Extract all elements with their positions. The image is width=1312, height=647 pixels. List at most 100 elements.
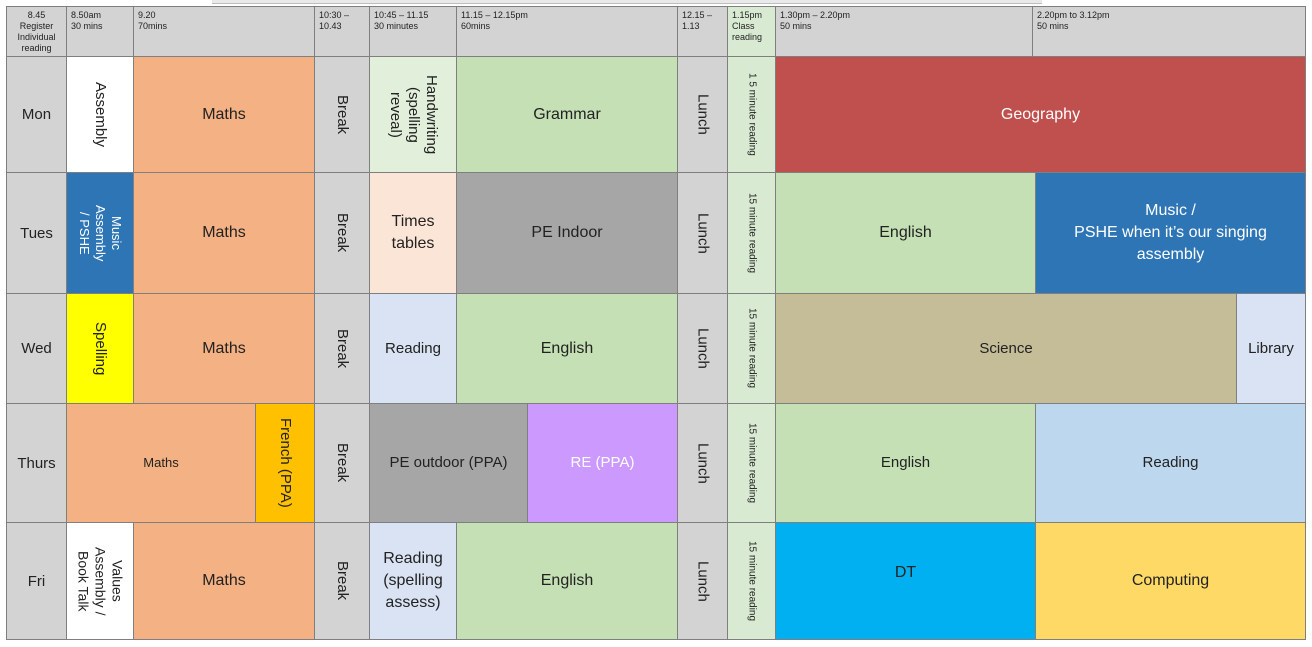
thurs-maths-label: Maths — [143, 455, 179, 470]
mon-maths: Maths — [133, 56, 315, 173]
tues-break: Break — [314, 172, 370, 294]
tues-break-label: Break — [334, 213, 351, 253]
wed-english-label: English — [540, 339, 594, 357]
tues-lunch: Lunch — [677, 172, 728, 294]
thurs-class-reading-label: 15 minute reading — [746, 422, 758, 504]
wed-science-label: Science — [979, 339, 1033, 357]
wed-lunch-label: Lunch — [694, 328, 712, 369]
header-115-text: 1.15pm Class reading — [732, 10, 763, 42]
mon-lunch: Lunch — [677, 56, 728, 173]
day-fri: Fri — [6, 522, 67, 640]
fri-english-label: English — [540, 572, 594, 589]
wed-class-reading-label: 15 minute reading — [746, 308, 758, 389]
header-1030-text: 10:30 – 10.43 — [319, 10, 350, 31]
fri-class-reading-label: 15 minute reading — [746, 540, 758, 622]
mon-grammar: Grammar — [456, 56, 678, 173]
header-130: 1.30pm – 2.20pm 50 mins — [775, 6, 1033, 57]
thurs-french-label: French (PPA) — [277, 418, 294, 508]
thurs-english: English — [775, 403, 1036, 523]
mon-lunch-label: Lunch — [694, 94, 712, 135]
mon-break-label: Break — [334, 94, 351, 135]
header-1045-text: 10:45 – 11.15 30 minutes — [374, 10, 429, 31]
day-mon: Mon — [6, 56, 67, 173]
header-130-text: 1.30pm – 2.20pm 50 mins — [780, 10, 851, 31]
wed-reading-label: Reading — [385, 339, 441, 357]
wed-spelling: Spelling — [66, 293, 134, 404]
header-1030: 10:30 – 10.43 — [314, 6, 370, 57]
tues-lunch-label: Lunch — [694, 212, 712, 254]
fri-break-label: Break — [334, 561, 351, 601]
header-1215-text: 12.15 – 1.13 — [682, 10, 713, 31]
thurs-pe-outdoor-label: PE outdoor (PPA) — [389, 454, 508, 471]
header-850: 8.50am 30 mins — [66, 6, 134, 57]
fri-maths: Maths — [133, 522, 315, 640]
tues-english-label: English — [879, 224, 932, 241]
mon-assembly-label: Assembly — [92, 81, 109, 148]
fri-reading-label: Reading (spelling assess) — [383, 550, 443, 611]
mon-handwriting-label: Handwriting (spelling reveal) — [387, 74, 440, 155]
mon-assembly: Assembly — [66, 56, 134, 173]
top-rule — [212, 0, 1042, 4]
thurs-lunch-label: Lunch — [694, 442, 712, 484]
fri-break: Break — [314, 522, 370, 640]
fri-maths-label: Maths — [202, 572, 246, 589]
thurs-maths: Maths — [66, 403, 256, 523]
mon-geography-label: Geography — [1000, 105, 1081, 123]
fri-assembly: Values Assembly / Book Talk — [66, 522, 134, 640]
thurs-english-label: English — [880, 454, 931, 471]
header-115: 1.15pm Class reading — [727, 6, 776, 57]
thurs-reading: Reading — [1035, 403, 1306, 523]
mon-handwriting: Handwriting (spelling reveal) — [369, 56, 457, 173]
fri-english: English — [456, 522, 678, 640]
wed-reading: Reading — [369, 293, 457, 404]
header-register: 8.45 Register Individual reading — [6, 6, 67, 57]
header-1115-text: 11.15 – 12.15pm 60mins — [461, 10, 528, 31]
wed-maths-label: Maths — [202, 339, 246, 357]
tues-assembly-label: Music Assembly / PSHE — [77, 204, 124, 262]
tues-times-tables-label: Times tables — [391, 213, 435, 252]
fri-dt: DT — [775, 522, 1036, 640]
day-thurs-label: Thurs — [17, 454, 56, 472]
tues-music-pshe: Music / PSHE when it’s our singing assem… — [1035, 172, 1306, 294]
mon-class-reading: 1 5 minute reading — [727, 56, 776, 173]
thurs-french: French (PPA) — [255, 403, 315, 523]
mon-geography: Geography — [775, 56, 1306, 173]
tues-pe-indoor: PE Indoor — [456, 172, 678, 294]
tues-class-reading: 15 minute reading — [727, 172, 776, 294]
mon-grammar-label: Grammar — [533, 105, 601, 123]
fri-dt-label: DT — [894, 564, 917, 581]
header-register-text: 8.45 Register Individual reading — [17, 10, 56, 53]
tues-assembly: Music Assembly / PSHE — [66, 172, 134, 294]
wed-break: Break — [314, 293, 370, 404]
thurs-re-label: RE (PPA) — [570, 454, 635, 471]
fri-computing-label: Computing — [1131, 572, 1210, 589]
header-850-text: 8.50am 30 mins — [71, 10, 103, 31]
header-920: 9.20 70mins — [133, 6, 315, 57]
thurs-pe-outdoor: PE outdoor (PPA) — [369, 403, 528, 523]
fri-computing: Computing — [1035, 522, 1306, 640]
tues-times-tables: Times tables — [369, 172, 457, 294]
wed-maths: Maths — [133, 293, 315, 404]
wed-library-label: Library — [1248, 339, 1294, 357]
day-tues: Tues — [6, 172, 67, 294]
day-wed-label: Wed — [21, 340, 52, 357]
fri-assembly-label: Values Assembly / Book Talk — [75, 546, 126, 616]
fri-class-reading: 15 minute reading — [727, 522, 776, 640]
tues-maths: Maths — [133, 172, 315, 294]
tues-maths-label: Maths — [202, 224, 246, 241]
mon-maths-label: Maths — [202, 105, 246, 123]
day-tues-label: Tues — [20, 224, 53, 242]
tues-music-pshe-label: Music / PSHE when it’s our singing assem… — [1074, 202, 1267, 263]
tues-english: English — [775, 172, 1036, 294]
wed-science: Science — [775, 293, 1237, 404]
header-1215: 12.15 – 1.13 — [677, 6, 728, 57]
day-thurs: Thurs — [6, 403, 67, 523]
wed-class-reading: 15 minute reading — [727, 293, 776, 404]
wed-lunch: Lunch — [677, 293, 728, 404]
fri-lunch-label: Lunch — [694, 560, 712, 602]
thurs-lunch: Lunch — [677, 403, 728, 523]
thurs-break: Break — [314, 403, 370, 523]
thurs-reading-label: Reading — [1142, 454, 1199, 471]
mon-break: Break — [314, 56, 370, 173]
day-wed: Wed — [6, 293, 67, 404]
